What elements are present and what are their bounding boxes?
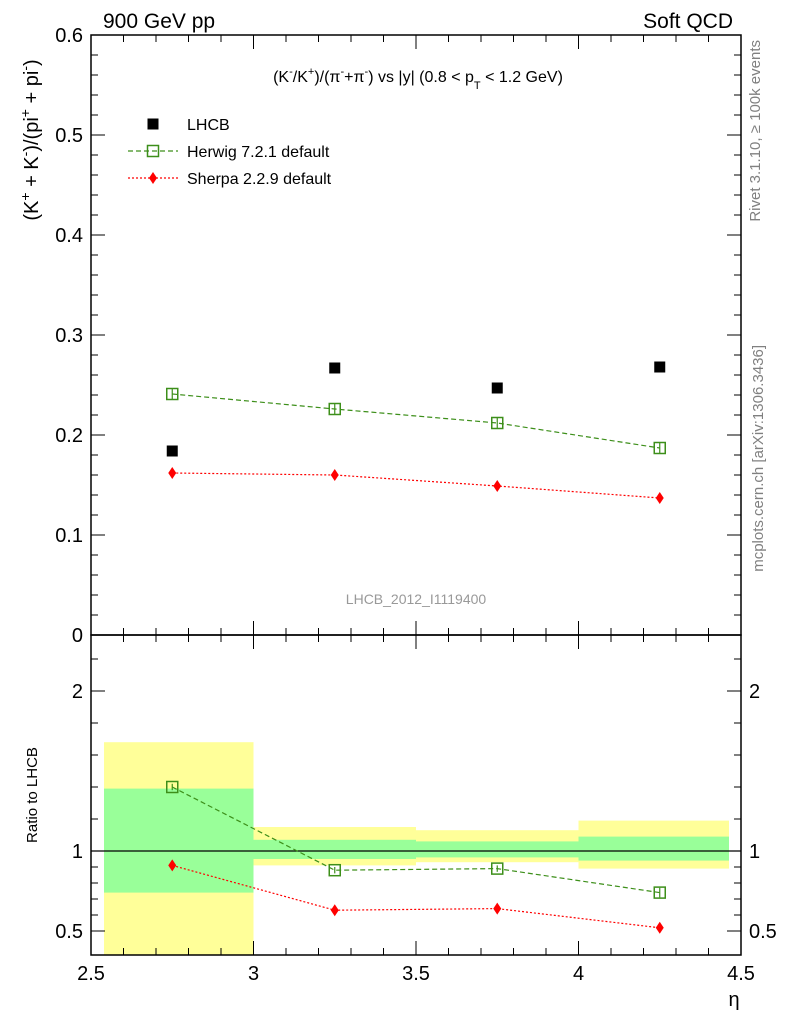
header-right: Soft QCD xyxy=(643,10,733,33)
main-point-2-2 xyxy=(493,480,502,492)
analysis-watermark: LHCB_2012_I1119400 xyxy=(346,591,487,607)
ratio-point-1-3 xyxy=(655,921,664,934)
ratio-point-1-1 xyxy=(330,904,339,917)
ratio-ytick-label-left-2: 2 xyxy=(72,681,83,703)
ratio-uncertainty-bands xyxy=(104,742,729,955)
x-tick-label-1: 3 xyxy=(248,963,259,985)
ratio-line-1 xyxy=(172,864,660,929)
main-series-layer xyxy=(166,361,666,504)
legend-marker-0 xyxy=(147,118,159,130)
mcplots-label: mcplots.cern.ch [arXiv:1306.3436] xyxy=(750,345,767,572)
main-point-0-1 xyxy=(329,362,341,374)
legend-label-1: Herwig 7.2.1 default xyxy=(187,144,330,161)
legend-marker-1 xyxy=(146,144,160,158)
legend-label-2: Sherpa 2.2.9 default xyxy=(187,171,332,188)
main-ytick-label-4: 0.4 xyxy=(55,225,83,247)
ratio-ytick-label-left-1: 1 xyxy=(72,841,83,863)
main-y-axis-label: (K+ + K-)/(pi+ + pi-) xyxy=(17,59,43,220)
band-inner-3 xyxy=(578,836,729,861)
band-inner-1 xyxy=(253,839,416,859)
main-line-2 xyxy=(172,472,660,499)
x-tick-label-4: 4.5 xyxy=(727,963,755,985)
ratio-ytick-label-right-2: 2 xyxy=(749,681,760,703)
ratio-ytick-label-left-0: 0.5 xyxy=(55,921,83,943)
legend-label-0: LHCB xyxy=(187,117,230,134)
main-line-1 xyxy=(172,393,660,449)
main-ytick-label-0: 0 xyxy=(72,625,83,647)
main-ytick-label-1: 0.1 xyxy=(55,525,83,547)
band-inner-0 xyxy=(104,788,254,893)
ratio-ytick-label-right-1: 1 xyxy=(749,841,760,863)
main-point-0-0 xyxy=(166,445,178,457)
main-ytick-label-6: 0.6 xyxy=(55,25,83,47)
legend-marker-2 xyxy=(149,172,157,184)
ratio-point-0-3 xyxy=(653,886,666,899)
main-point-1-0 xyxy=(166,387,179,401)
ratio-point-0-1 xyxy=(328,863,341,877)
ratio-point-0-2 xyxy=(491,862,504,875)
main-axis-ticks: 0 0.1 0.2 0.3 0.4 0.5 0.6 xyxy=(55,25,742,647)
main-point-0-2 xyxy=(491,382,503,394)
legend: LHCB Herwig 7.2.1 default Sherpa 2.2.9 def… xyxy=(128,117,332,188)
x-axis-label: η xyxy=(728,989,739,1011)
ratio-point-1-0 xyxy=(168,859,177,872)
main-point-2-0 xyxy=(168,467,177,479)
main-ytick-label-3: 0.3 xyxy=(55,325,83,347)
main-point-1-2 xyxy=(491,416,504,430)
band-inner-2 xyxy=(416,841,579,858)
ratio-point-0-0 xyxy=(166,780,179,794)
main-point-0-3 xyxy=(654,361,666,373)
ratio-point-1-2 xyxy=(493,902,502,915)
main-point-1-1 xyxy=(328,402,341,416)
rivet-label: Rivet 3.1.10, ≥ 100k events xyxy=(747,40,764,222)
main-title: (K-/K+)/(π-+π-) vs |y| (0.8 < pT < 1.2 G… xyxy=(273,66,563,92)
main-ytick-label-5: 0.5 xyxy=(55,125,83,147)
main-point-2-1 xyxy=(330,469,339,481)
ratio-series-layer xyxy=(166,780,666,934)
main-point-2-3 xyxy=(655,492,664,504)
main-ytick-label-2: 0.2 xyxy=(55,425,83,447)
ratio-axis-ticks: 0.5 0.5 1 1 2 2 2.5 3 3.5 4 4.5 xyxy=(55,635,777,985)
x-tick-label-3: 4 xyxy=(573,963,584,985)
ratio-ytick-label-right-0: 0.5 xyxy=(749,921,777,943)
x-tick-label-0: 2.5 xyxy=(77,963,105,985)
x-tick-label-2: 3.5 xyxy=(402,963,430,985)
ratio-y-axis-label: Ratio to LHCB xyxy=(24,747,41,843)
ratio-line-0 xyxy=(171,786,660,894)
main-point-1-3 xyxy=(653,441,666,455)
header-left: 900 GeV pp xyxy=(103,10,215,33)
